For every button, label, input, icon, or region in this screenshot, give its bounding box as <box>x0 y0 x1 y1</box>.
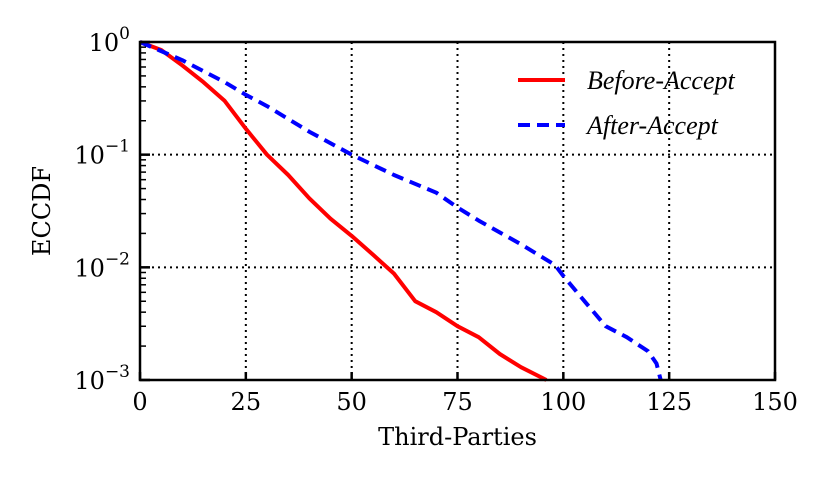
y-tick-label: 10−1 <box>74 137 130 170</box>
x-tick-label: 75 <box>442 388 473 416</box>
y-axis-label: ECCDF <box>28 166 56 256</box>
x-tick-label: 50 <box>336 388 367 416</box>
legend-item-before-accept: Before-Accept <box>518 66 735 95</box>
legend: Before-Accept After-Accept <box>518 66 735 140</box>
y-tick-label: 10−3 <box>74 362 130 395</box>
x-axis-ticks: 0 25 50 75 100 125 150 <box>132 372 798 416</box>
x-tick-label: 0 <box>132 388 147 416</box>
x-tick-label: 100 <box>540 388 586 416</box>
legend-item-after-accept: After-Accept <box>518 111 719 140</box>
x-tick-label: 25 <box>231 388 262 416</box>
x-tick-label: 150 <box>752 388 798 416</box>
legend-label: After-Accept <box>585 111 719 140</box>
data-series <box>139 40 663 382</box>
series-line-before-accept <box>139 40 548 382</box>
y-tick-label: 100 <box>89 24 130 57</box>
grid-lines <box>140 42 775 380</box>
y-tick-label: 10−2 <box>74 249 130 282</box>
series-line-after-accept <box>139 40 663 381</box>
x-axis-label: Third-Parties <box>378 423 537 451</box>
x-tick-label: 125 <box>646 388 692 416</box>
legend-label: Before-Accept <box>587 66 735 95</box>
y-axis-ticks: 100 10−1 10−2 10−3 <box>74 24 150 395</box>
